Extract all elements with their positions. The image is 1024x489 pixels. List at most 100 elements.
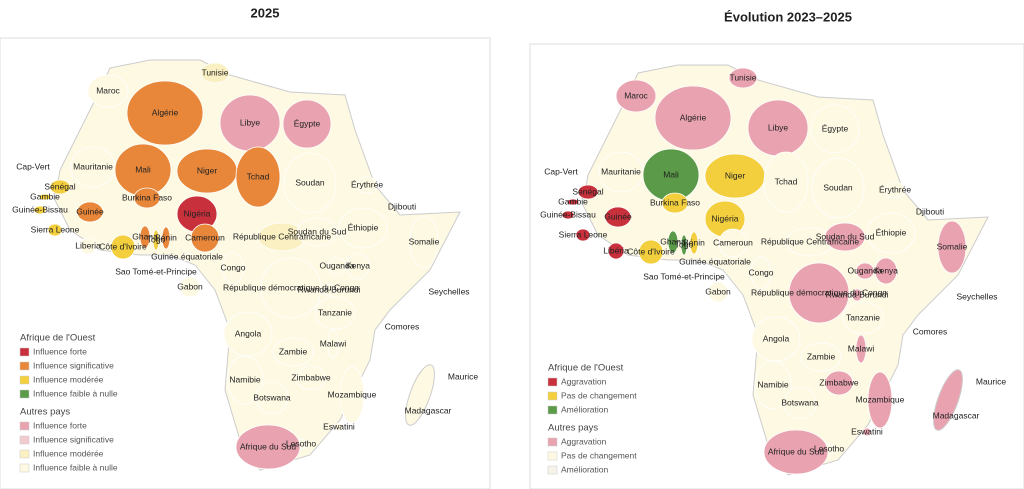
country-shape xyxy=(76,201,104,223)
country-label: Tunisie xyxy=(729,72,756,82)
country-label: Éthiopie xyxy=(348,222,379,232)
country-shape xyxy=(718,228,748,258)
country-shape xyxy=(661,192,689,214)
country-label: Eswatini xyxy=(851,426,883,436)
country-label: Égypte xyxy=(822,123,849,133)
country-shape xyxy=(296,217,338,247)
country-label: Djibouti xyxy=(388,201,416,211)
country-label: Malawi xyxy=(848,343,875,353)
legend-label: Influence faible à nulle xyxy=(33,462,118,472)
country-shape xyxy=(38,193,52,201)
country-label: Gambie xyxy=(558,196,588,206)
country-label: Guinée équatoriale xyxy=(679,256,751,266)
country-label: Mozambique xyxy=(328,389,377,399)
country-label: Niger xyxy=(197,165,217,175)
country-label: Botswana xyxy=(253,392,291,402)
country-shape xyxy=(152,229,160,251)
country-label: Namibie xyxy=(229,374,260,384)
legend-swatch xyxy=(19,449,30,459)
country-label: Gabon xyxy=(177,281,203,291)
country-shape xyxy=(566,198,580,206)
country-label: République Centrafricaine xyxy=(761,236,860,246)
country-label: Sierra Leone xyxy=(31,224,80,234)
country-shape xyxy=(561,210,575,220)
map-panel: Évolution 2023–2025 Tunisie Maroc Algérie L… xyxy=(540,9,1006,476)
country-label: Libye xyxy=(768,122,789,132)
country-label: Rwanda Burundi xyxy=(826,289,889,299)
country-label: Guinée-Bissau xyxy=(12,204,68,214)
legend-group-title: Afrique de l'Ouest xyxy=(20,333,96,344)
country-label: Égypte xyxy=(294,118,321,128)
legend-swatch xyxy=(547,451,558,461)
country-shape xyxy=(824,222,866,252)
country-label: Guinée xyxy=(604,211,632,221)
country-label: Madagascar xyxy=(933,410,980,420)
country-label: Bénin xyxy=(155,232,177,242)
country-label: Libye xyxy=(240,117,261,127)
country-shape xyxy=(800,342,842,372)
country-label: Mali xyxy=(135,164,151,174)
legend-label: Influence significative xyxy=(33,434,114,444)
legend-label: Influence faible à nulle xyxy=(33,388,118,398)
country-label: Guinée équatoriale xyxy=(151,251,223,261)
country-shape xyxy=(339,366,365,424)
country-shape xyxy=(255,381,289,415)
country-shape xyxy=(811,157,865,219)
country-label: Namibie xyxy=(757,379,788,389)
country-shape xyxy=(783,386,817,420)
panel-title: 2025 xyxy=(251,5,280,20)
country-shape xyxy=(260,257,322,319)
country-label: Côte d'Ivoire xyxy=(99,241,147,251)
country-shape xyxy=(338,207,388,249)
country-shape xyxy=(296,365,326,391)
country-shape xyxy=(49,179,71,195)
country-label: Kenya xyxy=(874,265,898,275)
country-label: Guinée-Bissau xyxy=(540,209,596,219)
country-label: Rwanda Burundi xyxy=(298,284,361,294)
country-shape xyxy=(110,234,136,260)
country-label: Mauritanie xyxy=(601,166,641,176)
legend-label: Influence modérée xyxy=(33,448,104,458)
country-shape xyxy=(788,262,850,324)
country-label: Soudan du Sud xyxy=(288,226,347,236)
country-shape xyxy=(810,104,860,154)
country-shape xyxy=(937,220,967,274)
country-label: Sierra Leone xyxy=(559,229,608,239)
country-label: Seychelles xyxy=(428,286,469,296)
country-label: Tchad xyxy=(775,176,798,186)
country-label: Zambie xyxy=(807,351,836,361)
legend-label: Amélioration xyxy=(561,464,609,474)
country-shape xyxy=(235,424,301,470)
country-label: Congo xyxy=(220,262,245,272)
country-shape xyxy=(851,288,863,302)
legend-swatch xyxy=(19,389,30,399)
country-shape xyxy=(327,329,339,359)
country-label: Congo xyxy=(748,267,773,277)
legend-swatch xyxy=(19,361,30,371)
country-label: Botswana xyxy=(781,397,819,407)
country-label: Burkina Faso xyxy=(122,192,172,202)
legend-label: Influence modérée xyxy=(33,374,104,384)
legend-group-title: Afrique de l'Ouest xyxy=(548,363,624,374)
country-label: Afrique du Sud xyxy=(240,441,297,451)
country-label: Zambie xyxy=(279,346,308,356)
madagascar-outline xyxy=(405,364,435,426)
country-shape xyxy=(133,187,161,209)
country-shape xyxy=(222,251,244,285)
country-shape xyxy=(577,184,599,200)
country-shape xyxy=(638,239,664,265)
country-label: Somalie xyxy=(409,236,440,246)
country-label: Burkina Faso xyxy=(650,197,700,207)
country-shape xyxy=(689,231,699,255)
country-label: Côte d'Ivoire xyxy=(627,246,675,256)
country-shape xyxy=(824,370,854,396)
country-label: Libéria xyxy=(603,245,629,255)
country-label: Éthiopie xyxy=(876,227,907,237)
legend-label: Aggravation xyxy=(561,376,607,386)
country-label: Érythrée xyxy=(351,179,383,189)
country-shape xyxy=(323,283,335,297)
country-label: Lesotho xyxy=(286,438,317,448)
legend-label: Amélioration xyxy=(561,404,609,414)
country-label: Mali xyxy=(663,169,679,179)
